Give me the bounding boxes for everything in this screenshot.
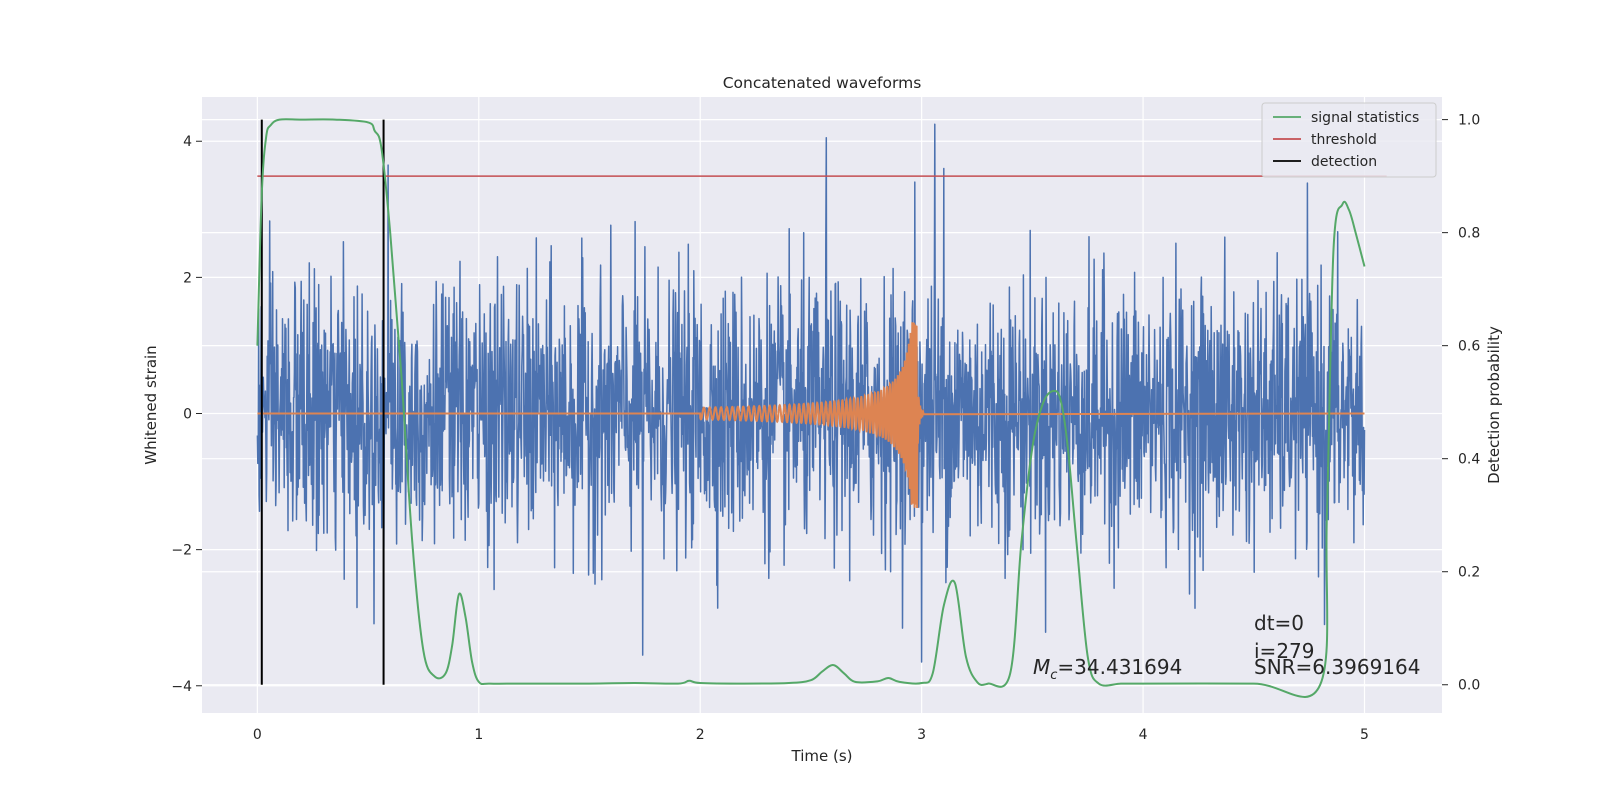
x-tick-label: 0 bbox=[253, 727, 262, 743]
y-axis-right-label: Detection probability bbox=[1485, 326, 1503, 484]
x-tick-label: 5 bbox=[1360, 727, 1369, 743]
index-annotation: i=279 bbox=[1254, 639, 1315, 663]
legend-label-signal-statistics: signal statistics bbox=[1311, 110, 1419, 126]
legend-box bbox=[1261, 102, 1437, 178]
axis-labels: Concatenated waveforms Time (s) Whitened… bbox=[142, 74, 1503, 765]
chirp-mass-subscript: c bbox=[1050, 668, 1057, 683]
dt-annotation: dt=0 bbox=[1254, 611, 1304, 635]
y-right-tick-label: 0.6 bbox=[1458, 339, 1480, 355]
signal-statistics-line bbox=[256, 118, 1366, 698]
legend: signal statistics threshold detection bbox=[1261, 102, 1437, 178]
y-tick-label: −4 bbox=[171, 679, 192, 695]
annotations: Mc=34.431694 dt=0 i=279 SNR=6.3969164 bbox=[1033, 611, 1420, 683]
y-right-tick-label: 0.2 bbox=[1458, 565, 1480, 581]
y-tick-label: 0 bbox=[183, 407, 192, 423]
legend-label-threshold: threshold bbox=[1311, 132, 1377, 148]
y-tick-label: −2 bbox=[171, 543, 192, 559]
y-axis-label: Whitened strain bbox=[142, 345, 160, 464]
y-right-tick-label: 0.8 bbox=[1458, 226, 1480, 242]
x-tick-label: 4 bbox=[1139, 727, 1148, 743]
chart-title: Concatenated waveforms bbox=[723, 74, 922, 92]
x-tick-label: 2 bbox=[696, 727, 705, 743]
noise-series-line bbox=[256, 123, 1366, 663]
chirp-mass-annotation: Mc=34.431694 bbox=[1033, 655, 1182, 683]
chirp-mass-symbol: M bbox=[1033, 655, 1050, 679]
y-tick-label: 2 bbox=[183, 270, 192, 286]
y-right-tick-label: 0.0 bbox=[1458, 678, 1480, 694]
x-tick-label: 3 bbox=[917, 727, 926, 743]
chirp-mass-value: =34.431694 bbox=[1057, 655, 1182, 679]
x-tick-label: 1 bbox=[474, 727, 483, 743]
y-tick-label: 4 bbox=[183, 134, 192, 150]
axis-ticks: 0 1 2 3 4 5 −4 −2 0 2 4 0.0 0.2 0.4 0.6 0.8 1.0 bbox=[171, 113, 1480, 743]
snr-annotation: SNR=6.3969164 bbox=[1254, 655, 1420, 679]
y-right-tick-label: 1.0 bbox=[1458, 113, 1480, 129]
plot-area bbox=[256, 118, 1387, 698]
legend-label-detection: detection bbox=[1311, 154, 1377, 170]
chirp-series-line bbox=[257, 322, 1365, 509]
x-axis-label: Time (s) bbox=[791, 747, 853, 765]
y-right-tick-label: 0.4 bbox=[1458, 452, 1480, 468]
